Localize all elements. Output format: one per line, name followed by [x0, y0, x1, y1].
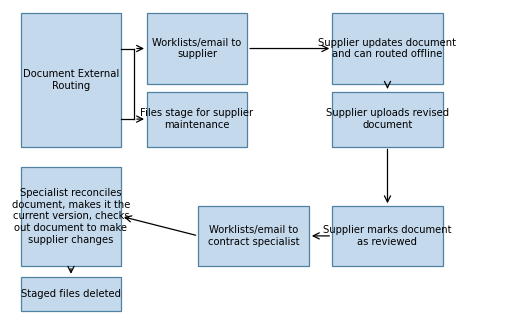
FancyBboxPatch shape — [199, 206, 309, 266]
FancyBboxPatch shape — [21, 13, 121, 146]
Text: Staged files deleted: Staged files deleted — [21, 289, 121, 299]
FancyBboxPatch shape — [332, 92, 443, 146]
FancyBboxPatch shape — [147, 13, 247, 84]
Text: Worklists/email to
contract specialist: Worklists/email to contract specialist — [208, 225, 299, 247]
Text: Worklists/email to
supplier: Worklists/email to supplier — [152, 38, 242, 59]
Text: Document External
Routing: Document External Routing — [23, 69, 119, 91]
Text: Supplier updates document
and can routed offline: Supplier updates document and can routed… — [319, 38, 457, 59]
FancyBboxPatch shape — [21, 277, 121, 311]
FancyBboxPatch shape — [332, 206, 443, 266]
Text: Supplier uploads revised
document: Supplier uploads revised document — [326, 108, 449, 130]
FancyBboxPatch shape — [21, 167, 121, 266]
Text: Specialist reconciles
document, makes it the
current version, checks
out documen: Specialist reconciles document, makes it… — [12, 188, 130, 244]
Text: Files stage for supplier
maintenance: Files stage for supplier maintenance — [141, 108, 254, 130]
FancyBboxPatch shape — [332, 13, 443, 84]
FancyBboxPatch shape — [147, 92, 247, 146]
Text: Supplier marks document
as reviewed: Supplier marks document as reviewed — [323, 225, 452, 247]
